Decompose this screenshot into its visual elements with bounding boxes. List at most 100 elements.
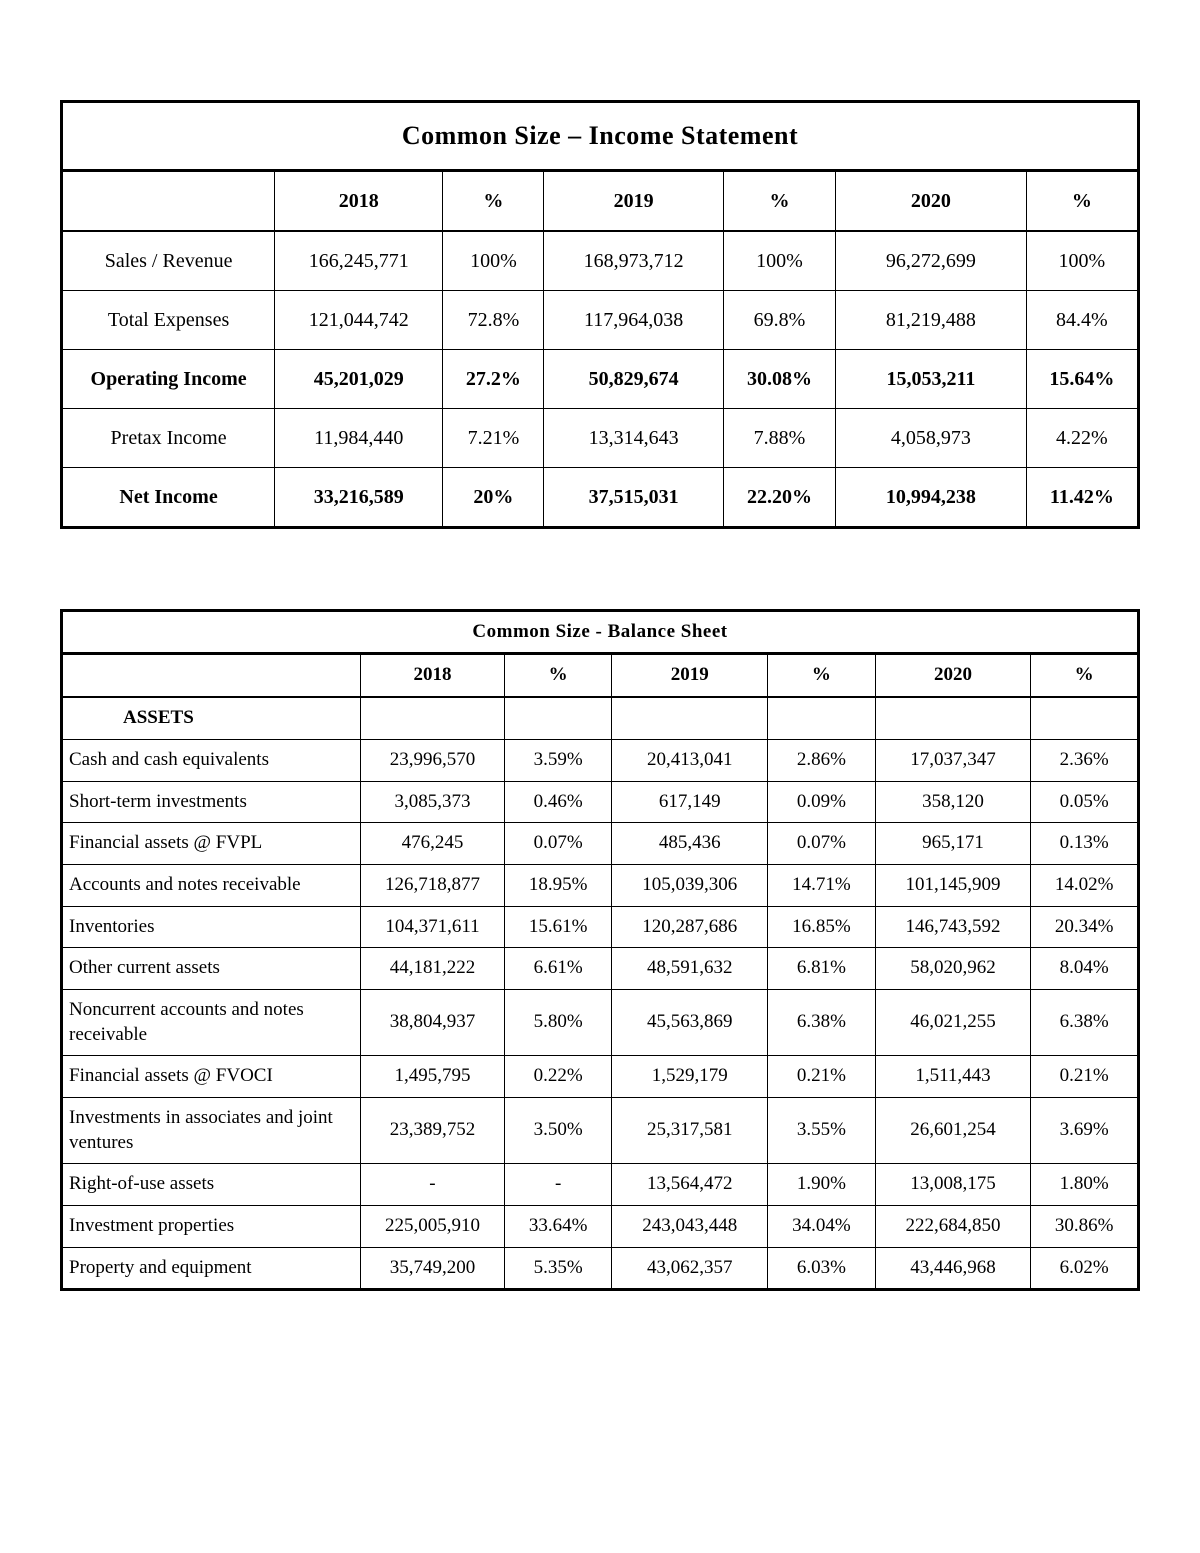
row-value: 0.21% [768,1056,876,1098]
table-row: Net Income33,216,58920%37,515,03122.20%1… [62,467,1139,527]
row-value: 225,005,910 [361,1206,505,1248]
table-row: Short-term investments3,085,3730.46%617,… [62,781,1139,823]
row-value: 6.38% [768,989,876,1055]
row-value: 0.09% [768,781,876,823]
income-header-pct-2: % [723,170,835,231]
row-label: Accounts and notes receivable [62,864,361,906]
row-value: 20% [443,467,544,527]
table-row: Financial assets @ FVPL476,2450.07%485,4… [62,823,1139,865]
row-value: 1,495,795 [361,1056,505,1098]
row-value: 168,973,712 [544,231,724,291]
row-value: 72.8% [443,290,544,349]
row-value: 166,245,771 [275,231,443,291]
row-label: Inventories [62,906,361,948]
row-value: 30.08% [723,349,835,408]
row-value: 16.85% [768,906,876,948]
row-value: 0.07% [504,823,612,865]
row-label: Other current assets [62,948,361,990]
row-value: 58,020,962 [875,948,1031,990]
table-row: Inventories104,371,61115.61%120,287,6861… [62,906,1139,948]
row-value: 358,120 [875,781,1031,823]
row-value: 46,021,255 [875,989,1031,1055]
income-header-2020: 2020 [836,170,1027,231]
row-value: 4,058,973 [836,408,1027,467]
balance-header-blank [62,654,361,697]
row-value: 33.64% [504,1206,612,1248]
income-header-row: 2018 % 2019 % 2020 % [62,170,1139,231]
income-header-2019: 2019 [544,170,724,231]
row-value: 18.95% [504,864,612,906]
row-value: 34.04% [768,1206,876,1248]
balance-header-pct-3: % [1031,654,1139,697]
balance-sheet-table: Common Size - Balance Sheet 2018 % 2019 … [60,609,1140,1292]
row-value: 20,413,041 [612,739,768,781]
row-value: 13,314,643 [544,408,724,467]
row-value: 117,964,038 [544,290,724,349]
row-value: 69.8% [723,290,835,349]
row-value: 7.88% [723,408,835,467]
row-label: Investment properties [62,1206,361,1248]
row-label: Net Income [62,467,275,527]
table-row: Accounts and notes receivable126,718,877… [62,864,1139,906]
row-value: 23,996,570 [361,739,505,781]
row-label: Pretax Income [62,408,275,467]
row-value: 0.07% [768,823,876,865]
row-value: 30.86% [1031,1206,1139,1248]
row-label: Noncurrent accounts and notes receivable [62,989,361,1055]
balance-header-row: 2018 % 2019 % 2020 % [62,654,1139,697]
row-value: 13,008,175 [875,1164,1031,1206]
row-value: 6.81% [768,948,876,990]
row-value: 6.02% [1031,1247,1139,1290]
income-title: Common Size – Income Statement [62,102,1139,171]
income-header-2018: 2018 [275,170,443,231]
row-value: 27.2% [443,349,544,408]
row-value: 0.22% [504,1056,612,1098]
row-value: 33,216,589 [275,467,443,527]
row-value: 20.34% [1031,906,1139,948]
row-label: Cash and cash equivalents [62,739,361,781]
row-value: 3.55% [768,1098,876,1164]
row-value: 100% [723,231,835,291]
row-value: 96,272,699 [836,231,1027,291]
table-title-row: Common Size - Balance Sheet [62,610,1139,654]
row-value: 476,245 [361,823,505,865]
table-row: Operating Income45,201,02927.2%50,829,67… [62,349,1139,408]
table-row: Pretax Income11,984,4407.21%13,314,6437.… [62,408,1139,467]
assets-section-row: ASSETS [62,697,1139,739]
row-value: 100% [1026,231,1138,291]
table-row: Cash and cash equivalents23,996,5703.59%… [62,739,1139,781]
row-value: 617,149 [612,781,768,823]
row-value: 7.21% [443,408,544,467]
row-value: 2.36% [1031,739,1139,781]
balance-header-pct-1: % [504,654,612,697]
row-value: 0.05% [1031,781,1139,823]
row-value: 35,749,200 [361,1247,505,1290]
row-value: 43,062,357 [612,1247,768,1290]
row-value: 222,684,850 [875,1206,1031,1248]
row-value: 5.80% [504,989,612,1055]
income-header-pct-3: % [1026,170,1138,231]
row-value: 1.90% [768,1164,876,1206]
balance-title: Common Size - Balance Sheet [62,610,1139,654]
row-label: Investments in associates and joint vent… [62,1098,361,1164]
row-value: 14.71% [768,864,876,906]
row-value: 120,287,686 [612,906,768,948]
row-value: 1,511,443 [875,1056,1031,1098]
row-label: Total Expenses [62,290,275,349]
row-value: 84.4% [1026,290,1138,349]
table-row: Property and equipment35,749,2005.35%43,… [62,1247,1139,1290]
row-value: 11,984,440 [275,408,443,467]
row-value: 6.03% [768,1247,876,1290]
row-value: 101,145,909 [875,864,1031,906]
row-value: 100% [443,231,544,291]
row-value: 243,043,448 [612,1206,768,1248]
row-value: 3.50% [504,1098,612,1164]
income-header-blank [62,170,275,231]
row-value: 8.04% [1031,948,1139,990]
assets-section-label: ASSETS [62,697,361,739]
row-label: Financial assets @ FVOCI [62,1056,361,1098]
row-value: 3.59% [504,739,612,781]
row-value: 43,446,968 [875,1247,1031,1290]
row-value: 25,317,581 [612,1098,768,1164]
row-value: 44,181,222 [361,948,505,990]
